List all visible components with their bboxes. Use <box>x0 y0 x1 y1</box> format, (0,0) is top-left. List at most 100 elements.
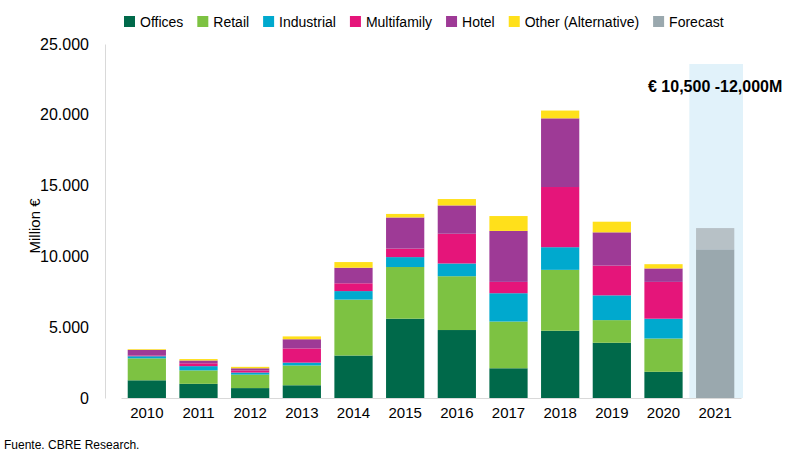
bar-segment <box>128 349 166 351</box>
bar-segment <box>128 350 166 356</box>
legend-item: Other (Alternative) <box>509 14 639 30</box>
chart: 05.00010.00015.00020.00025.0002010201120… <box>0 0 800 456</box>
bar-segment <box>128 358 166 380</box>
bar-segment <box>438 199 476 205</box>
y-tick-label: 5.000 <box>49 319 89 336</box>
bar-segment <box>644 268 682 281</box>
bar-segment <box>489 368 527 398</box>
bar-segment <box>231 373 269 375</box>
bar-segment <box>541 331 579 398</box>
legend-item: Hotel <box>446 14 495 30</box>
legend-label: Multifamily <box>366 14 432 30</box>
y-axis-title: Million € <box>26 198 43 254</box>
bar-segment <box>593 320 631 343</box>
legend: Offices Retail Industrial Multifamily Hotel O… <box>124 14 724 30</box>
bar-segment <box>438 234 476 264</box>
x-axis: 2010 2011 2012 2013 2014 2015 2016 2017 2018 2019… <box>122 398 742 421</box>
bar-segment <box>644 372 682 398</box>
y-tick-label: 10.000 <box>40 248 89 265</box>
bar-segment <box>489 216 527 231</box>
y-tick-label: 15.000 <box>40 177 89 194</box>
bar-segment <box>231 368 269 370</box>
x-tick-label: 2014 <box>337 404 370 421</box>
x-tick-label: 2018 <box>543 404 576 421</box>
x-tick-label: 2016 <box>440 404 473 421</box>
x-tick: 2013 <box>285 398 318 421</box>
legend-swatch <box>197 16 208 27</box>
bar-segment <box>231 388 269 398</box>
bar-segment <box>541 270 579 331</box>
legend-item: Industrial <box>263 14 336 30</box>
y-tick: 0 <box>80 390 105 407</box>
x-tick-label: 2019 <box>595 404 628 421</box>
x-tick-label: 2011 <box>182 404 214 421</box>
bar-segment <box>489 282 527 293</box>
bar-segment <box>438 330 476 398</box>
bar-segment <box>541 118 579 187</box>
bar-segment <box>334 300 372 356</box>
bar-segment <box>334 283 372 291</box>
annotation: € 10,500 -12,000M <box>648 78 782 95</box>
bar-segment <box>128 356 166 358</box>
x-tick: 2012 <box>233 398 266 421</box>
bar-segment <box>593 232 631 265</box>
x-tick-label: 2010 <box>130 404 163 421</box>
y-tick: 5.000 <box>49 319 105 336</box>
bar-segment <box>231 370 269 372</box>
bar-segment <box>541 111 579 119</box>
legend-swatch <box>446 16 457 27</box>
legend-swatch <box>509 16 520 27</box>
bar-segment <box>334 268 372 284</box>
x-tick-label: 2012 <box>233 404 266 421</box>
x-tick: 2017 <box>492 398 525 421</box>
x-tick-label: 2017 <box>492 404 525 421</box>
y-tick: 25.000 <box>40 36 105 53</box>
bar-segment <box>386 319 424 398</box>
y-tick: 10.000 <box>40 248 105 265</box>
x-tick: 2015 <box>388 398 421 421</box>
bar-segment <box>283 348 321 362</box>
legend-swatch <box>350 16 361 27</box>
bar-segment <box>283 385 321 398</box>
x-tick-label: 2015 <box>388 404 421 421</box>
legend-label: Hotel <box>462 14 495 30</box>
bar-segment <box>438 276 476 330</box>
bar-segment <box>593 266 631 296</box>
legend-label: Industrial <box>279 14 336 30</box>
bar-segment <box>179 384 217 398</box>
bars <box>128 111 735 398</box>
x-tick: 2011 <box>182 398 214 421</box>
bar-segment <box>593 295 631 320</box>
bar-segment <box>334 262 372 268</box>
bar-segment <box>179 359 217 360</box>
legend-item: Multifamily <box>350 14 432 30</box>
bar-segment <box>179 370 217 383</box>
bar-segment <box>386 257 424 267</box>
forecast-range <box>696 228 734 249</box>
legend-label: Retail <box>213 14 249 30</box>
legend-swatch <box>124 16 135 27</box>
x-tick: 2010 <box>130 398 163 421</box>
legend-item: Forecast <box>653 14 724 30</box>
legend-label: Forecast <box>669 14 724 30</box>
x-tick: 2018 <box>543 398 576 421</box>
bar-segment <box>489 231 527 282</box>
bar-segment <box>593 343 631 398</box>
bar-segment <box>644 319 682 339</box>
x-tick: 2016 <box>440 398 473 421</box>
x-tick: 2014 <box>337 398 370 421</box>
x-tick-label: 2021 <box>698 404 731 421</box>
y-axis: 05.00010.00015.00020.00025.000 <box>40 36 105 407</box>
bar-segment <box>593 222 631 233</box>
legend-label: Offices <box>140 14 183 30</box>
bar-segment <box>179 363 217 366</box>
bar-segment <box>179 366 217 370</box>
bar-segment <box>644 339 682 372</box>
bar-segment <box>386 217 424 248</box>
bar-segment <box>283 339 321 348</box>
bar-segment <box>386 267 424 319</box>
legend-swatch <box>263 16 274 27</box>
bar-segment <box>231 367 269 368</box>
bar-segment <box>283 363 321 366</box>
bar-segment <box>179 360 217 363</box>
